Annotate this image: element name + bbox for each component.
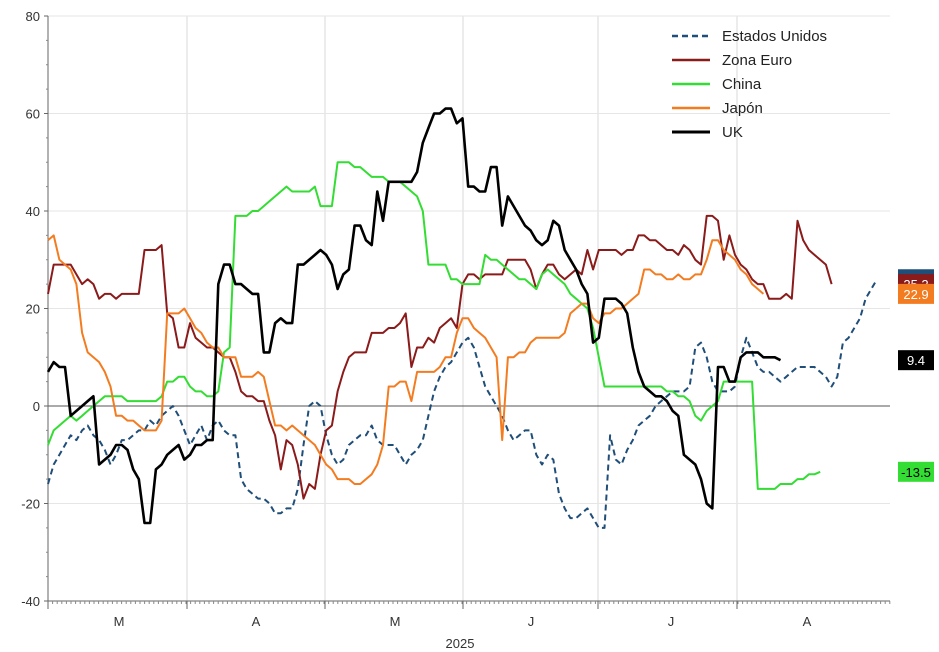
badge-uk: 9.4	[898, 350, 934, 371]
badge-bg	[898, 350, 934, 371]
y-tick-label: 80	[26, 9, 40, 24]
legend-item: Zona Euro	[672, 52, 792, 69]
series-line-zona-euro	[47, 214, 833, 500]
legend-label: China	[722, 76, 762, 93]
legend-item: Japón	[672, 100, 763, 117]
last-value-badges: 26.225.2-13.522.99.4	[898, 269, 934, 482]
badge-bg	[898, 461, 934, 482]
y-tick-label: 60	[26, 107, 40, 122]
badge-value: 22.9	[903, 287, 928, 302]
legend-label: Estados Unidos	[722, 28, 827, 45]
y-tick-label: -20	[21, 497, 40, 512]
x-tick-label: J	[668, 614, 675, 629]
x-tick-label: M	[390, 614, 401, 629]
x-tick-label: J	[528, 614, 535, 629]
y-tick-label: 0	[33, 399, 40, 414]
y-tick-label: 40	[26, 204, 40, 219]
badge-value: -13.5	[901, 465, 931, 480]
grid-lines	[48, 15, 890, 602]
legend: Estados Unidos Zona Euro China Japón UK	[672, 28, 827, 141]
x-tick-label: M	[114, 614, 125, 629]
badge-bg	[898, 283, 934, 304]
series-line-uk	[46, 107, 782, 525]
axes: -40 -20 0 20 40 60 80 M A M J J A	[21, 9, 891, 629]
legend-item: Estados Unidos	[672, 28, 827, 45]
series-lines	[46, 107, 878, 529]
x-tick-label: A	[252, 614, 261, 629]
badge-china: -13.5	[898, 461, 934, 482]
x-axis-title: 2025	[446, 636, 475, 651]
legend-label: Zona Euro	[722, 52, 792, 69]
legend-label: Japón	[722, 100, 763, 117]
legend-item: China	[672, 76, 762, 93]
series-line-japón	[47, 234, 765, 485]
x-tick-label: A	[803, 614, 812, 629]
legend-label: UK	[722, 124, 743, 141]
badge-value: 9.4	[907, 353, 925, 368]
y-tick-label: 20	[26, 302, 40, 317]
legend-item: UK	[672, 124, 743, 141]
badge-japón: 22.9	[898, 283, 934, 304]
series-line-china	[47, 161, 821, 490]
y-tick-label: -40	[21, 594, 40, 609]
